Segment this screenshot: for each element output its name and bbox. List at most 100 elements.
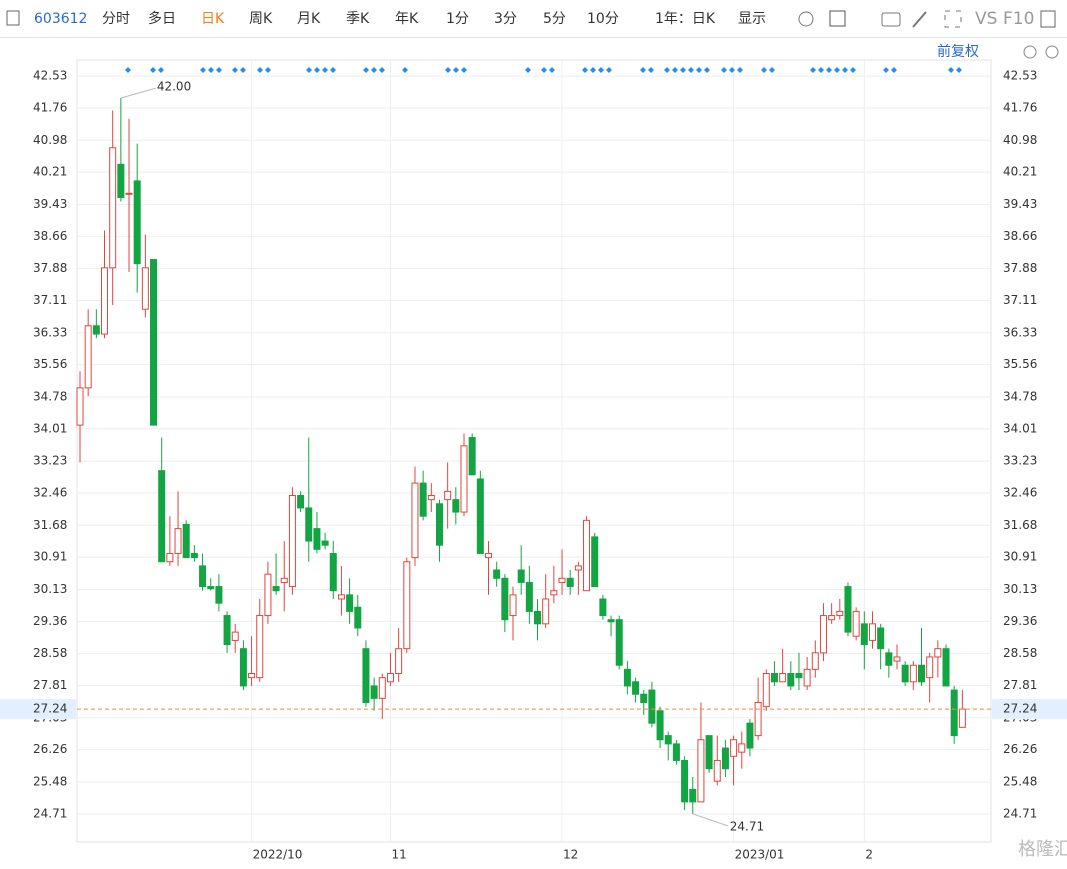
candle-body bbox=[868, 623, 876, 641]
y-tick-label: 34.01 bbox=[33, 421, 67, 435]
candle-body bbox=[199, 565, 207, 588]
candle-body bbox=[648, 689, 656, 724]
stock-code[interactable]: 603612 bbox=[34, 11, 87, 27]
y2-tick-label: 30.13 bbox=[1003, 582, 1037, 596]
y-tick-label: 41.76 bbox=[33, 101, 67, 115]
display-select[interactable]: 显示 bbox=[738, 11, 766, 27]
candle-body bbox=[623, 668, 631, 687]
candle-body bbox=[248, 673, 256, 679]
y-tick-label: 24.71 bbox=[33, 806, 67, 820]
event-marker bbox=[729, 67, 735, 73]
x-tick-label: 2022/10 bbox=[253, 848, 303, 862]
tab[interactable]: 季K bbox=[346, 11, 370, 27]
last-price-box bbox=[0, 699, 76, 720]
zoom-out[interactable] bbox=[1023, 45, 1037, 59]
tab[interactable]: 年K bbox=[395, 11, 419, 27]
event-marker bbox=[265, 67, 271, 73]
candle-body bbox=[713, 759, 721, 782]
camera-icon[interactable] bbox=[881, 12, 901, 27]
tab[interactable]: 10分 bbox=[587, 11, 619, 27]
vs-button[interactable]: VS bbox=[975, 9, 997, 29]
y2-tick-label: 39.43 bbox=[1003, 197, 1037, 211]
event-marker bbox=[672, 67, 678, 73]
candle-body bbox=[942, 648, 950, 687]
fullscreen-icon[interactable] bbox=[944, 10, 962, 28]
tab[interactable]: 月K bbox=[297, 11, 321, 27]
y2-tick-label: 25.48 bbox=[1003, 774, 1037, 788]
candle-body bbox=[958, 708, 966, 728]
candle-body bbox=[76, 387, 84, 426]
event-marker bbox=[810, 67, 816, 73]
candle-body bbox=[738, 743, 746, 753]
pen-icon[interactable] bbox=[912, 11, 927, 28]
candle-body bbox=[403, 561, 411, 650]
event-marker bbox=[363, 67, 369, 73]
candle-body bbox=[632, 681, 640, 695]
adjust-select[interactable]: 前复权 bbox=[937, 43, 979, 60]
event-marker bbox=[208, 67, 214, 73]
candle-body bbox=[517, 569, 525, 583]
y-tick-label: 25.48 bbox=[33, 774, 67, 788]
event-marker bbox=[680, 67, 686, 73]
candle-body bbox=[583, 519, 591, 592]
event-marker bbox=[664, 67, 670, 73]
last-price-label: 27.24 bbox=[33, 702, 67, 716]
candle-body bbox=[501, 577, 509, 621]
tab[interactable]: 多日 bbox=[148, 10, 176, 27]
box-icon[interactable] bbox=[829, 10, 846, 27]
y2-tick-label: 35.56 bbox=[1003, 357, 1037, 371]
y-tick-label: 34.78 bbox=[33, 389, 67, 403]
event-marker bbox=[598, 67, 604, 73]
y-tick-label: 29.36 bbox=[33, 614, 67, 628]
annotation: 24.71 bbox=[730, 819, 764, 833]
event-marker bbox=[525, 67, 531, 73]
event-marker bbox=[826, 67, 832, 73]
tab[interactable]: 1分 bbox=[446, 11, 469, 27]
candle-body bbox=[950, 689, 958, 737]
candle-body bbox=[542, 598, 550, 625]
toggle-icon[interactable] bbox=[6, 10, 20, 26]
candle-body bbox=[264, 573, 272, 617]
f10-button[interactable]: F10 bbox=[1003, 9, 1034, 29]
event-marker bbox=[696, 67, 702, 73]
y2-tick-label: 36.33 bbox=[1003, 325, 1037, 339]
candle-body bbox=[297, 495, 305, 509]
candle-body bbox=[852, 610, 860, 637]
candle-body bbox=[877, 627, 885, 650]
zoom-in[interactable] bbox=[1045, 45, 1059, 59]
candle-body bbox=[411, 482, 419, 559]
event-marker bbox=[240, 67, 246, 73]
y-tick-label: 26.26 bbox=[33, 742, 67, 756]
panel-icon[interactable] bbox=[1040, 10, 1056, 28]
candle-body bbox=[231, 631, 239, 641]
candle-body bbox=[640, 693, 648, 703]
candle-body bbox=[288, 495, 296, 588]
tabs: 分时 多日 日K 周K 月K 季K 年K 1分 3分 5分 10分 bbox=[102, 10, 619, 27]
candle-body bbox=[109, 147, 117, 269]
tab[interactable]: 周K bbox=[249, 11, 273, 27]
last-price-box bbox=[992, 699, 1067, 720]
event-marker bbox=[640, 67, 646, 73]
candle-body bbox=[656, 710, 664, 741]
candle-body bbox=[860, 623, 868, 646]
period-select[interactable]: 1年：日K bbox=[655, 11, 716, 27]
candle-body bbox=[272, 586, 280, 592]
tab[interactable]: 分时 bbox=[102, 11, 130, 27]
candle-body bbox=[280, 577, 288, 583]
event-marker bbox=[883, 67, 889, 73]
y-tick-label: 37.11 bbox=[33, 293, 67, 307]
tab[interactable]: 3分 bbox=[494, 11, 517, 27]
settings-icon[interactable] bbox=[798, 11, 814, 27]
tab[interactable]: 日K bbox=[201, 11, 225, 27]
candle-body bbox=[534, 610, 542, 625]
event-marker bbox=[737, 67, 743, 73]
candle-body bbox=[452, 499, 460, 513]
event-marker bbox=[704, 67, 710, 73]
candle-body bbox=[313, 528, 321, 550]
event-marker bbox=[453, 67, 459, 73]
candle-body bbox=[386, 673, 394, 683]
y-tick-label: 36.33 bbox=[33, 325, 67, 339]
candle-body bbox=[166, 552, 174, 563]
tab[interactable]: 5分 bbox=[543, 11, 566, 27]
